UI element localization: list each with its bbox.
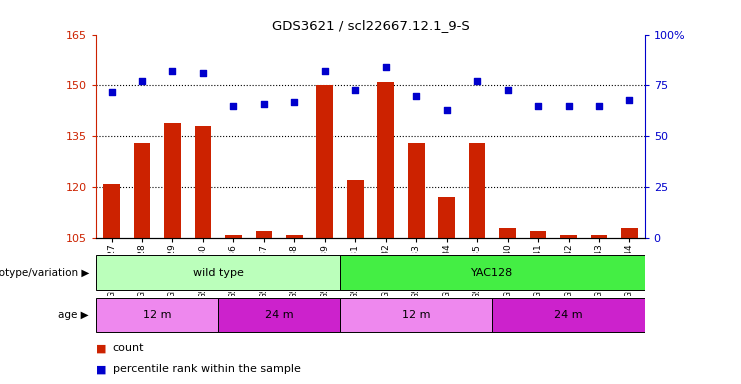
Bar	[530, 231, 546, 238]
Point	[593, 103, 605, 109]
Text: 12 m: 12 m	[402, 310, 431, 320]
Text: 24 m: 24 m	[554, 310, 583, 320]
Text: age ▶: age ▶	[59, 310, 89, 320]
Bar	[96, 298, 218, 332]
Point	[349, 86, 361, 93]
Point	[562, 103, 574, 109]
Point	[106, 88, 118, 94]
Bar	[133, 143, 150, 238]
Text: YAC128: YAC128	[471, 268, 514, 278]
Point	[258, 101, 270, 107]
Bar	[499, 228, 516, 238]
Point	[502, 86, 514, 93]
Bar	[438, 197, 455, 238]
Bar	[492, 298, 645, 332]
Point	[380, 64, 392, 70]
Text: percentile rank within the sample: percentile rank within the sample	[113, 364, 301, 374]
Bar	[469, 143, 485, 238]
Bar	[591, 235, 608, 238]
Text: 24 m: 24 m	[265, 310, 293, 320]
Text: ■: ■	[96, 364, 110, 374]
Bar	[621, 228, 638, 238]
Text: 12 m: 12 m	[143, 310, 171, 320]
Point	[167, 68, 179, 74]
Bar	[218, 298, 340, 332]
Bar	[286, 235, 303, 238]
Bar	[340, 298, 492, 332]
Bar	[103, 184, 120, 238]
Point	[288, 99, 300, 105]
Bar	[164, 123, 181, 238]
Point	[441, 107, 453, 113]
Point	[623, 97, 635, 103]
Title: GDS3621 / scl22667.12.1_9-S: GDS3621 / scl22667.12.1_9-S	[272, 19, 469, 32]
Bar	[340, 255, 645, 290]
Bar	[195, 126, 211, 238]
Text: wild type: wild type	[193, 268, 244, 278]
Point	[411, 93, 422, 99]
Bar	[408, 143, 425, 238]
Bar	[316, 86, 333, 238]
Point	[471, 78, 483, 84]
Bar	[560, 235, 577, 238]
Bar	[347, 180, 364, 238]
Bar	[96, 255, 340, 290]
Point	[532, 103, 544, 109]
Point	[136, 78, 148, 84]
Bar	[225, 235, 242, 238]
Text: genotype/variation ▶: genotype/variation ▶	[0, 268, 89, 278]
Bar	[377, 82, 394, 238]
Point	[227, 103, 239, 109]
Text: ■: ■	[96, 343, 110, 353]
Point	[319, 68, 330, 74]
Bar	[256, 231, 272, 238]
Point	[197, 70, 209, 76]
Text: count: count	[113, 343, 144, 353]
